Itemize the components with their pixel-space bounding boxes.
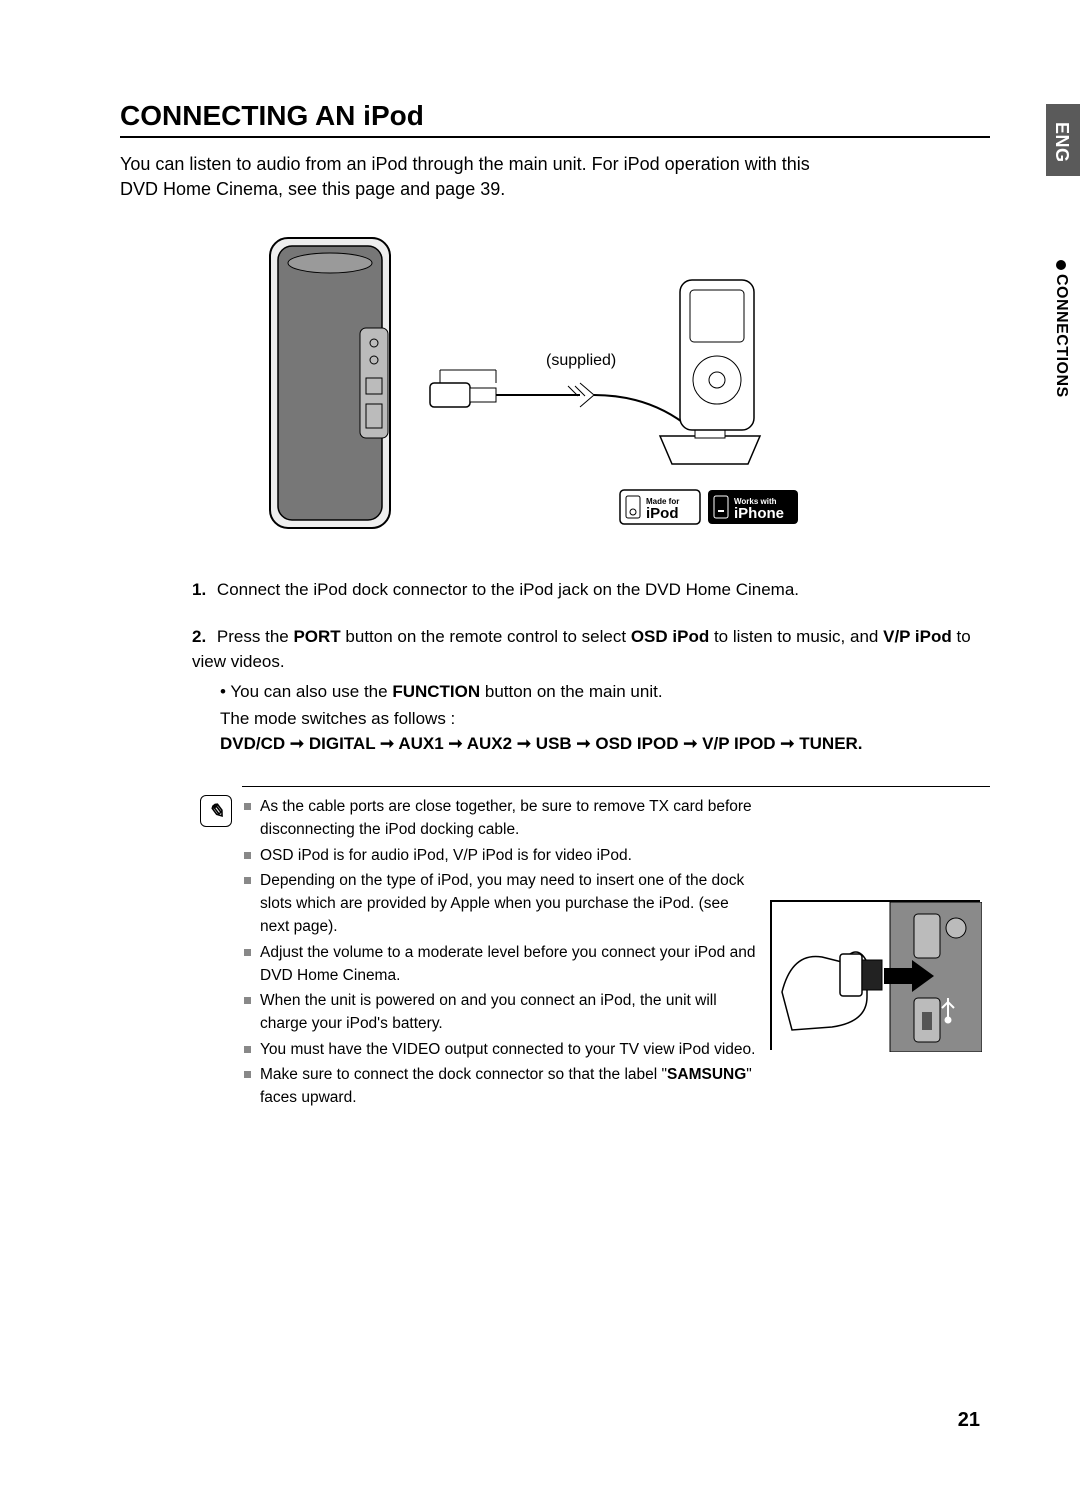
step-2-sub-a: • You can also use the <box>220 682 392 701</box>
step-1-text: Connect the iPod dock connector to the i… <box>217 580 799 599</box>
instruction-steps: 1. Connect the iPod dock connector to th… <box>192 578 990 756</box>
page-number: 21 <box>958 1409 980 1432</box>
step-2-port: PORT <box>293 627 340 646</box>
note-last-b: SAMSUNG <box>667 1066 746 1083</box>
note-item: You must have the VIDEO output connected… <box>244 1038 760 1061</box>
step-2-vp: V/P iPod <box>883 627 952 646</box>
step-2-sub-b: FUNCTION <box>392 682 480 701</box>
mode-sequence: DVD/CD ➞ DIGITAL ➞ AUX1 ➞ AUX2 ➞ USB ➞ O… <box>220 732 990 757</box>
step-1: 1. Connect the iPod dock connector to th… <box>192 578 990 603</box>
badge-made: iPod <box>646 505 679 522</box>
note-icon: ✎ <box>200 795 232 827</box>
step-2-text-a: Press the <box>217 627 294 646</box>
side-bullet-icon <box>1056 260 1066 270</box>
note-item: When the unit is powered on and you conn… <box>244 989 760 1036</box>
step-2-sub-c: button on the main unit. <box>480 682 662 701</box>
notes-divider <box>242 786 990 787</box>
intro-text: You can listen to audio from an iPod thr… <box>120 152 840 202</box>
step-1-number: 1. <box>192 580 206 599</box>
note-item: Make sure to connect the dock connector … <box>244 1063 760 1110</box>
inset-connector-illustration <box>770 900 980 1050</box>
step-2-text-c: button on the remote control to select <box>341 627 631 646</box>
diagram-svg: Made for iPod Works with iPhone <box>250 228 810 538</box>
note-item: Depending on the type of iPod, you may n… <box>244 869 760 939</box>
note-item: As the cable ports are close together, b… <box>244 795 760 842</box>
step-2-osd: OSD iPod <box>631 627 709 646</box>
notes-list: As the cable ports are close together, b… <box>244 795 760 1109</box>
step-2-sub2: The mode switches as follows : <box>220 707 990 732</box>
note-last-a: Make sure to connect the dock connector … <box>260 1066 667 1083</box>
note-item: Adjust the volume to a moderate level be… <box>244 941 760 988</box>
badge-works: iPhone <box>734 505 784 522</box>
pencil-icon: ✎ <box>208 799 225 824</box>
step-2: 2. Press the PORT button on the remote c… <box>192 625 990 756</box>
step-2-number: 2. <box>192 627 206 646</box>
side-section-label: CONNECTIONS <box>1052 274 1070 398</box>
note-item: OSD iPod is for audio iPod, V/P iPod is … <box>244 844 760 867</box>
side-language-label: ENG <box>1051 122 1072 163</box>
supplied-label-text: (supplied) <box>546 352 616 370</box>
step-2-sub1: • You can also use the FUNCTION button o… <box>220 680 990 705</box>
connection-diagram: Made for iPod Works with iPhone (supplie… <box>250 228 810 538</box>
step-2-text-e: to listen to music, and <box>709 627 883 646</box>
page-title: CONNECTING AN iPod <box>120 100 990 138</box>
manual-page: ENG CONNECTIONS CONNECTING AN iPod You c… <box>0 0 1080 1492</box>
